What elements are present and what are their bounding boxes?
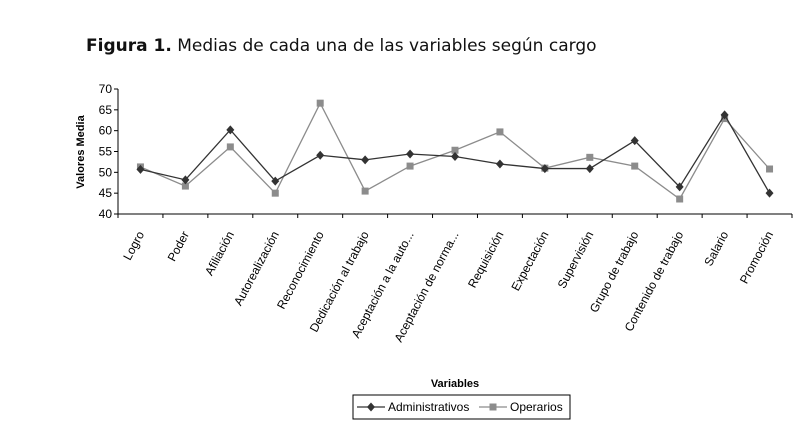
figure-title: Figura 1. Medias de cada una de las vari… <box>86 36 597 56</box>
x-tick-label: Grupo de trabajo <box>587 229 642 315</box>
x-tick-label: Afiliación <box>202 229 237 278</box>
data-point <box>766 165 774 173</box>
x-tick-label: Logro <box>120 229 147 263</box>
y-tick-label: 70 <box>99 82 113 96</box>
data-point <box>271 176 280 186</box>
data-point <box>406 162 414 170</box>
x-tick-label: Supervisión <box>555 229 597 291</box>
data-point <box>451 152 459 161</box>
data-point <box>631 162 639 170</box>
data-point <box>451 146 459 154</box>
data-point <box>181 175 190 185</box>
legend-label: Operarios <box>510 400 563 414</box>
legend-marker <box>367 402 375 412</box>
x-tick-label: Promoción <box>737 229 776 286</box>
x-tick-label: Expectación <box>508 229 551 293</box>
legend-marker <box>489 403 497 411</box>
figure-caption: Medias de cada una de las variables segú… <box>177 36 597 56</box>
data-point <box>181 182 189 190</box>
data-point <box>271 189 279 197</box>
data-point <box>720 110 729 120</box>
x-tick-label: Salario <box>701 229 731 269</box>
legend-label: Administrativos <box>388 400 469 414</box>
data-point <box>540 164 549 174</box>
y-tick-label: 60 <box>99 124 113 138</box>
x-axis-title: Variables <box>431 378 479 390</box>
data-point <box>226 143 234 151</box>
data-point <box>406 149 415 159</box>
data-point <box>676 195 684 203</box>
data-point <box>496 128 504 136</box>
data-point <box>630 136 639 146</box>
x-tick-label: Poder <box>165 229 192 264</box>
data-point <box>226 125 235 135</box>
x-tick-label: Reconocimiento <box>274 229 327 312</box>
data-point <box>765 188 774 198</box>
y-tick-label: 45 <box>99 186 113 200</box>
x-tick-label: Autorealización <box>231 229 282 308</box>
figure-label: Figura 1. <box>86 36 172 56</box>
y-tick-label: 50 <box>99 165 113 179</box>
data-point <box>586 153 594 161</box>
data-point <box>361 187 369 195</box>
data-point <box>585 164 594 174</box>
data-point <box>361 155 370 165</box>
data-point <box>495 159 504 169</box>
x-tick-label: Requisición <box>465 229 506 290</box>
data-point <box>316 99 324 107</box>
legend <box>352 394 571 420</box>
data-point <box>316 150 325 160</box>
y-tick-label: 55 <box>99 145 113 159</box>
y-tick-label: 65 <box>99 103 113 117</box>
y-axis-title: Valores Media <box>75 114 87 188</box>
data-point <box>675 182 684 192</box>
y-tick-label: 40 <box>99 207 113 221</box>
data-point <box>136 164 145 174</box>
